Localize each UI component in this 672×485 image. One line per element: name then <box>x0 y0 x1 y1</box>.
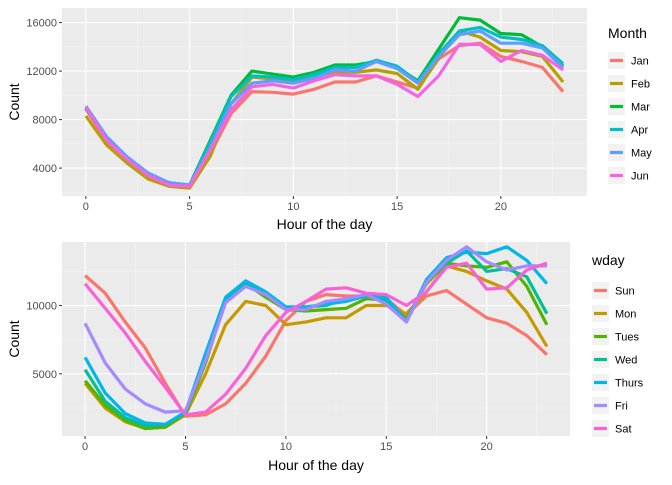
x-tick-label: 10 <box>287 201 299 213</box>
y-tick-label: 16000 <box>26 18 57 30</box>
legend-title: wday <box>591 252 625 268</box>
y-tick-label: 8000 <box>33 115 57 127</box>
panel-wday-by-hour: 0 5 10 15 20 5000 10000 Hour of the day Count wda… <box>6 242 644 473</box>
x-tick-label: 5 <box>187 201 193 213</box>
x-tick-label: 0 <box>83 201 89 213</box>
x-tick-label: 20 <box>481 441 493 453</box>
legend-title: Month <box>608 25 647 41</box>
legend-label-jun: Jun <box>631 171 649 183</box>
legend-label-thurs: Thurs <box>615 378 644 390</box>
legend-label-jan: Jan <box>631 56 649 68</box>
y-axis-title: Count <box>6 83 22 120</box>
x-tick-label: 20 <box>495 201 507 213</box>
x-tick-label: 15 <box>391 201 403 213</box>
legend-label-mar: Mar <box>631 102 650 114</box>
legend-label-wed: Wed <box>615 355 637 367</box>
legend-label-tues: Tues <box>615 332 640 344</box>
series-line-may <box>84 29 565 187</box>
x-axis-title: Hour of the day <box>277 216 373 232</box>
legend-label-apr: Apr <box>631 125 648 137</box>
y-tick-label: 4000 <box>33 163 57 175</box>
x-tick-label: 0 <box>82 441 88 453</box>
x-tick-label: 5 <box>182 441 188 453</box>
series-line-jun <box>84 42 565 188</box>
legend-label-sat: Sat <box>615 424 632 436</box>
x-axis-title: Hour of the day <box>268 457 364 473</box>
y-tick-label: 12000 <box>26 66 57 78</box>
legend-label-mon: Mon <box>615 309 636 321</box>
y-tick-label: 10000 <box>26 301 57 313</box>
x-tick-label: 15 <box>380 441 392 453</box>
series-line-fri <box>83 245 547 414</box>
panel-month-by-hour: 0 5 10 15 20 4000 8000 12000 16000 Hour of the da… <box>6 8 652 232</box>
legend-label-feb: Feb <box>631 79 650 91</box>
series-line-sun <box>84 274 549 418</box>
y-axis-title: Count <box>6 320 22 357</box>
y-tick-label: 5000 <box>33 369 57 381</box>
legend-label-may: May <box>631 148 652 160</box>
legend-label-sun: Sun <box>615 286 635 298</box>
plot-panel-background <box>62 8 587 196</box>
legend-label-fri: Fri <box>615 401 628 413</box>
x-tick-label: 10 <box>280 441 292 453</box>
series-line-sat <box>83 261 548 417</box>
